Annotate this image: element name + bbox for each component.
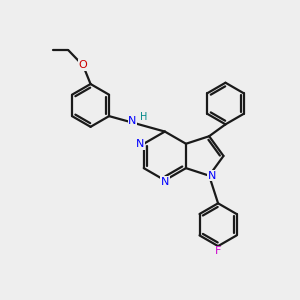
Text: N: N xyxy=(208,171,216,181)
Text: H: H xyxy=(140,112,147,122)
Text: N: N xyxy=(161,177,169,187)
Text: O: O xyxy=(79,60,88,70)
Text: N: N xyxy=(136,139,144,149)
Text: F: F xyxy=(215,247,221,256)
Text: N: N xyxy=(128,116,137,127)
